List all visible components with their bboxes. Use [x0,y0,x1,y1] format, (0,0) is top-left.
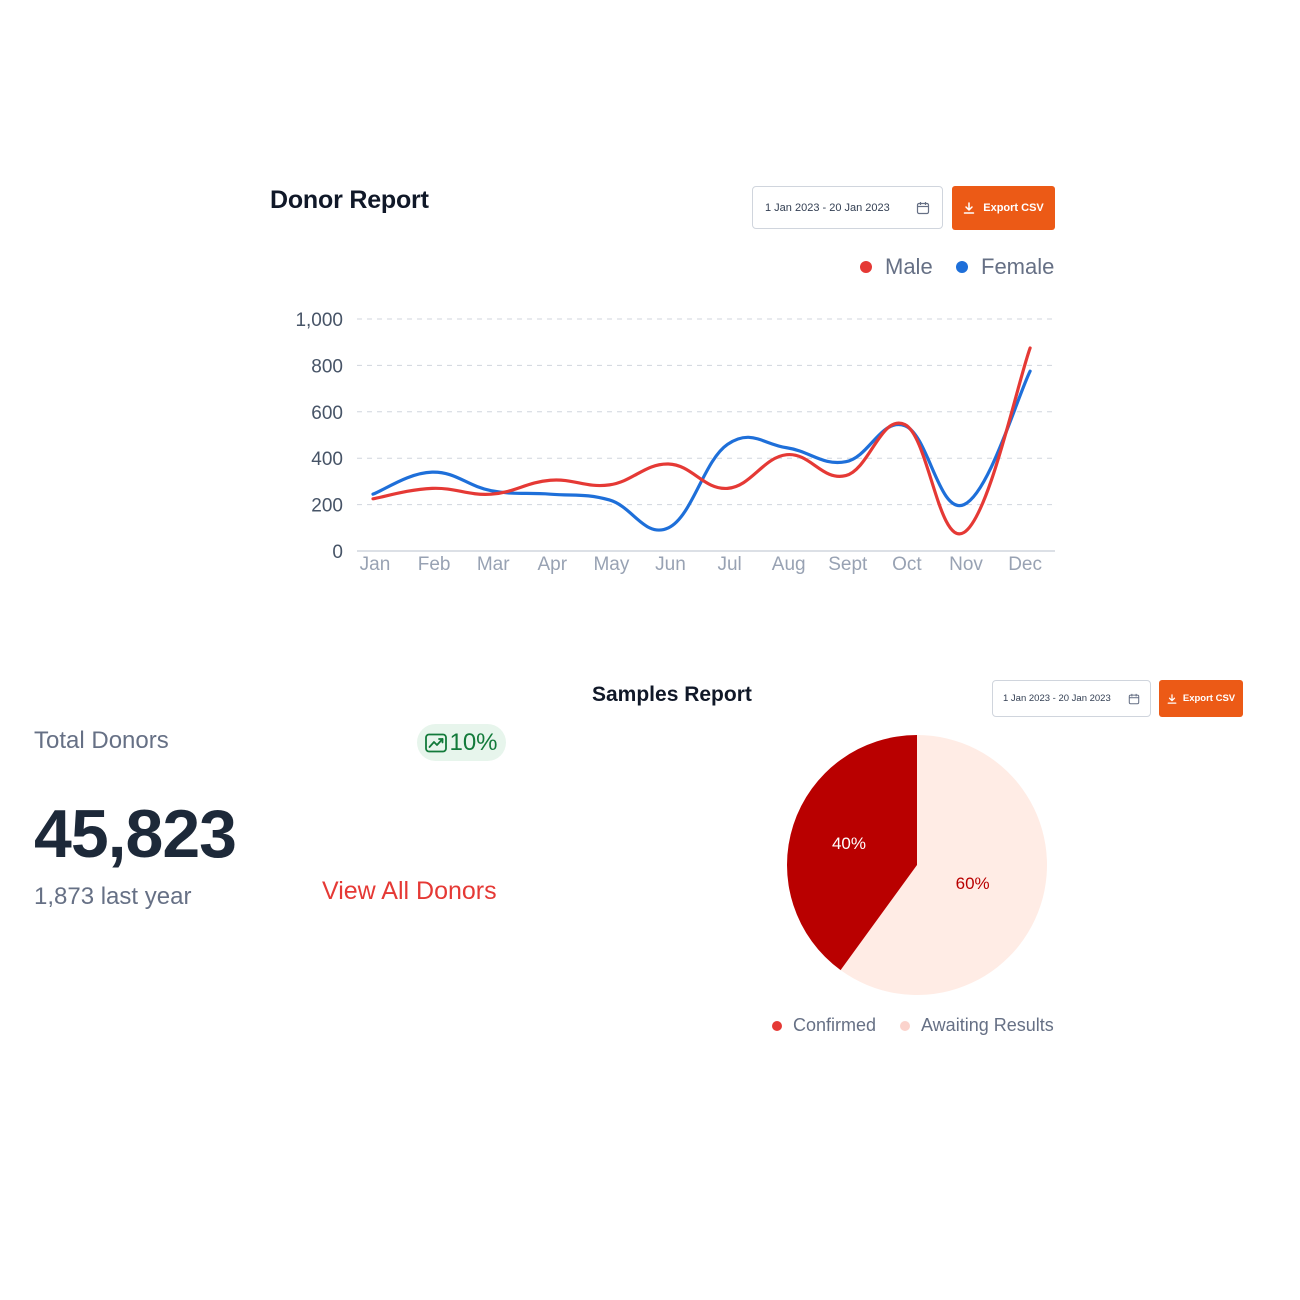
pie-slice-confirmed [787,735,917,971]
trend-value: 10% [449,728,498,756]
x-tick-label: Oct [892,554,922,575]
total-donors-label: Total Donors [34,727,169,754]
legend-male-dot [860,261,872,273]
samples-pie-chart: 40% 60% [787,735,1047,995]
legend-female-label: Female [981,254,1055,279]
legend-male-label: Male [885,254,933,279]
donor-report-title: Donor Report [270,186,429,214]
calendar-icon [1128,693,1140,705]
trend-up-icon [425,733,448,753]
x-tick-label: May [593,554,629,575]
calendar-icon [916,201,930,215]
samples-export-csv-button[interactable]: Export CSV [1159,680,1243,717]
legend-awaiting: Awaiting Results [900,1015,1054,1036]
donor-line-chart: 0 200 400 600 800 1,000 Jan Feb Mar Apr May Jun Jul A… [295,310,1055,575]
x-tick-label: Jan [360,554,391,575]
pie-label-awaiting-results: 60% [956,874,990,893]
samples-export-label: Export CSV [1182,693,1236,704]
x-tick-label: Apr [538,554,568,575]
x-tick-label: Mar [477,554,510,575]
y-tick-label: 600 [311,403,343,424]
samples-date-range-text: 1 Jan 2023 - 20 Jan 2023 [1003,693,1111,704]
legend-female: Female [956,254,1054,280]
x-tick-label: Jun [655,554,686,575]
legend-awaiting-dot [900,1020,910,1031]
y-tick-label: 200 [311,496,343,517]
series-line-female [371,369,1032,532]
y-tick-label: 1,000 [295,310,343,331]
legend-confirmed-dot [772,1020,782,1031]
x-tick-label: Aug [772,554,806,575]
x-tick-label: Feb [418,554,451,575]
view-all-donors-link[interactable]: View All Donors [322,877,497,905]
download-icon [963,202,975,214]
y-tick-label: 800 [311,356,343,377]
legend-male: Male [860,254,933,280]
x-tick-label: Nov [949,554,983,575]
pie-label-confirmed: 40% [832,834,866,853]
y-tick-label: 400 [311,449,343,470]
series-line-male [371,346,1032,536]
donor-export-label: Export CSV [983,202,1044,214]
samples-date-range-picker[interactable]: 1 Jan 2023 - 20 Jan 2023 [992,680,1151,717]
x-tick-label: Sept [828,554,868,575]
last-year-count: 1,873 last year [34,883,192,910]
pie-slice-awaiting-results [840,735,1047,995]
donor-date-range-picker[interactable]: 1 Jan 2023 - 20 Jan 2023 [752,186,943,229]
donor-date-range-text: 1 Jan 2023 - 20 Jan 2023 [765,201,890,214]
trend-badge: 10% [417,724,506,761]
legend-confirmed: Confirmed [772,1015,876,1036]
legend-confirmed-label: Confirmed [793,1015,877,1035]
x-tick-label: Jul [717,554,741,575]
legend-awaiting-label: Awaiting Results [921,1015,1054,1035]
x-tick-label: Dec [1008,554,1042,575]
legend-female-dot [956,261,968,273]
donor-export-csv-button[interactable]: Export CSV [952,186,1055,230]
download-icon [1167,693,1177,704]
samples-report-title: Samples Report [592,683,752,706]
y-tick-label: 0 [332,542,343,563]
total-donors-value: 45,823 [34,796,237,872]
